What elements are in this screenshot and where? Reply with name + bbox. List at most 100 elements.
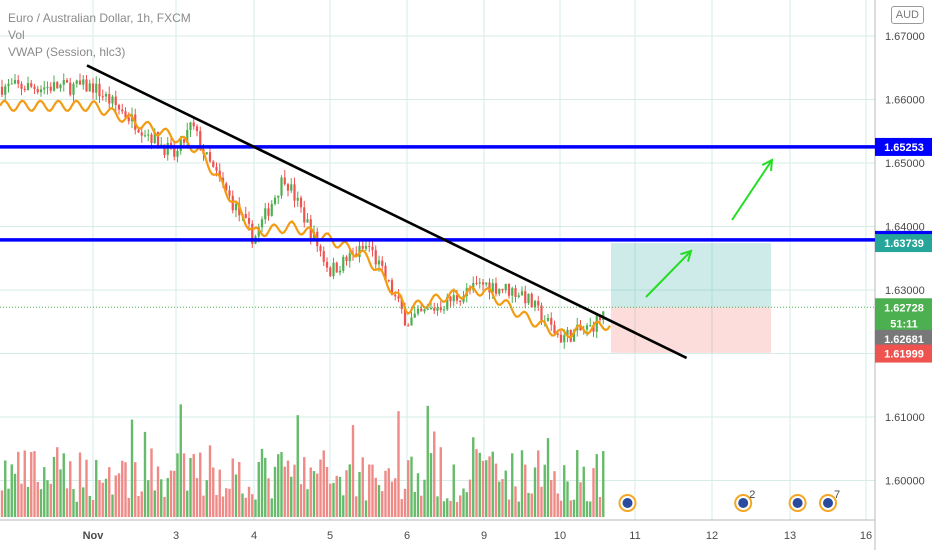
legend-vwap[interactable]: VWAP (Session, hlc3) <box>8 45 126 59</box>
volume-bar <box>218 469 221 517</box>
candle-body <box>4 86 7 95</box>
volume-bar <box>104 478 108 517</box>
volume-bar <box>59 469 62 517</box>
volume-bar <box>108 467 111 517</box>
volume-bar <box>117 473 121 517</box>
volume-bar <box>169 470 173 517</box>
candle-body <box>33 86 36 89</box>
volume-bar <box>69 461 72 517</box>
position-stop-zone[interactable] <box>611 307 771 353</box>
volume-bar <box>530 493 533 517</box>
candle-body <box>270 203 273 216</box>
volume-bar <box>494 463 498 517</box>
candle-body <box>195 126 199 132</box>
volume-bar <box>572 499 576 517</box>
legend-vol[interactable]: Vol <box>8 28 25 42</box>
volume-bar <box>569 500 572 517</box>
candle-body <box>293 184 296 201</box>
candle-body <box>475 282 478 284</box>
volume-bar <box>514 486 517 517</box>
volume-bar <box>351 425 355 517</box>
volume-bar <box>95 459 98 517</box>
volume-bar <box>455 501 459 517</box>
volume-bar <box>205 480 208 517</box>
candle-body <box>364 245 368 249</box>
candle-body <box>17 80 20 84</box>
volume-bar <box>225 488 228 517</box>
volume-bar <box>598 496 602 517</box>
price-tick-label: 1.64000 <box>885 222 925 234</box>
candle-body <box>189 122 192 130</box>
volume-bar <box>400 499 403 517</box>
volume-bar <box>397 411 400 517</box>
volume-bar <box>322 450 325 517</box>
candle-body <box>306 219 309 223</box>
arrow-up-1[interactable] <box>645 250 692 298</box>
candle-body <box>143 135 147 137</box>
event-count: 7 <box>834 489 840 501</box>
volume-bar <box>462 488 465 517</box>
candle-body <box>166 142 169 155</box>
candle-body <box>325 261 329 268</box>
candle-body <box>390 280 394 295</box>
candle-body <box>540 305 543 322</box>
volume-bar <box>283 466 286 517</box>
volume-bar <box>267 478 270 517</box>
candle-body <box>98 83 101 97</box>
volume-bar <box>527 492 530 517</box>
volume-bar <box>348 464 351 517</box>
volume-bar <box>478 452 481 517</box>
volume-bar <box>498 481 501 517</box>
flag-icon <box>823 498 833 508</box>
volume-bar <box>238 462 241 517</box>
candle-body <box>488 282 491 293</box>
volume-bar <box>374 477 377 517</box>
candle-body <box>153 132 156 143</box>
flag-icon <box>738 498 749 508</box>
volume-bar <box>264 457 267 517</box>
volume-bar <box>156 466 160 517</box>
candle-body <box>494 283 498 294</box>
candle-body <box>589 325 592 327</box>
volume-bar <box>254 499 257 517</box>
volume-bar <box>377 485 381 517</box>
candle-body <box>231 195 234 211</box>
volume-bar <box>364 500 368 517</box>
volume-bar <box>43 467 46 517</box>
candle-body <box>273 197 277 204</box>
candle-body <box>452 295 455 302</box>
volume-bar <box>592 468 595 517</box>
volume-bar <box>121 460 124 517</box>
volume-bar <box>13 473 17 517</box>
candle-body <box>322 251 325 262</box>
legend-title: Euro / Australian Dollar, 1h, FXCM <box>8 11 191 25</box>
volume-bar <box>368 464 371 517</box>
candle-body <box>208 152 212 162</box>
trend-line[interactable] <box>86 64 688 360</box>
candle-body <box>85 79 88 92</box>
volume-bar <box>303 457 306 517</box>
currency-label[interactable]: AUD <box>890 6 924 24</box>
volume-bar <box>468 479 472 517</box>
volume-bar <box>241 493 244 517</box>
volume-bar <box>251 494 254 517</box>
volume-bar <box>215 494 218 517</box>
candle-body <box>433 307 436 311</box>
volume-bar <box>579 482 582 517</box>
volume-bar <box>39 489 43 517</box>
volume-bar <box>433 431 436 517</box>
arrow-up-2[interactable] <box>731 159 773 221</box>
candle-body <box>546 317 550 322</box>
volume-bar <box>221 496 225 517</box>
candle-body <box>101 96 104 98</box>
candle-body <box>56 82 59 89</box>
price-label-badge <box>875 234 932 253</box>
volume-bar <box>277 454 280 517</box>
candle-body <box>43 87 46 90</box>
candle-body <box>481 282 485 285</box>
volume-bar <box>345 470 348 517</box>
volume-bar <box>312 471 316 517</box>
price-tick-label: 1.66000 <box>885 95 925 107</box>
volume-bar <box>234 474 238 517</box>
